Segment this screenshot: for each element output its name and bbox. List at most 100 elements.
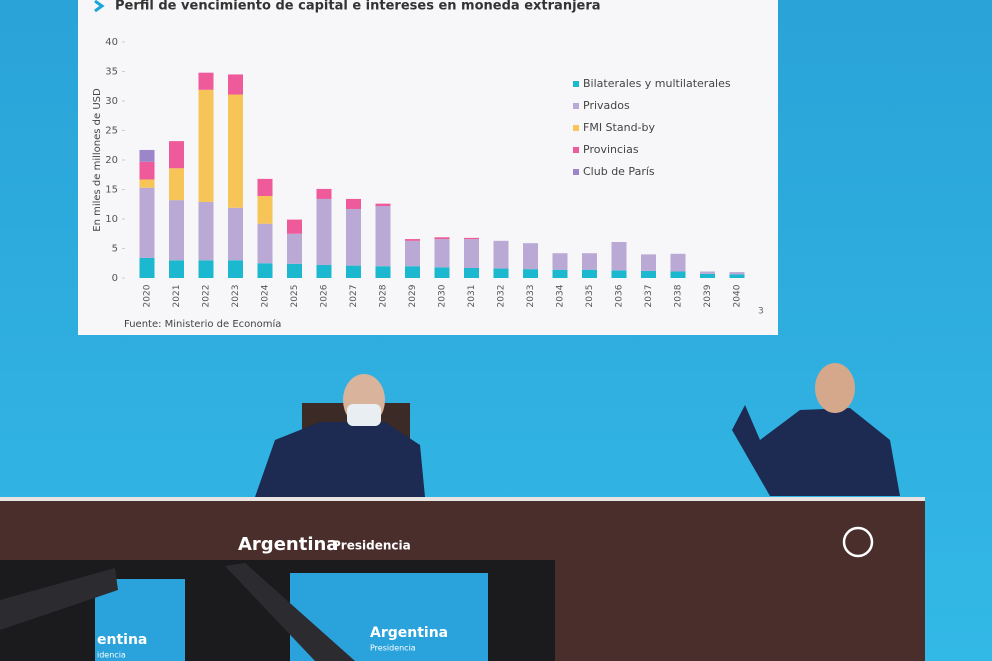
bar-segment	[464, 267, 479, 278]
x-tick-label: 2033	[526, 285, 536, 308]
bar-segment	[169, 141, 184, 169]
bar-segment	[287, 233, 302, 264]
desk-brand: Argentina	[238, 534, 338, 555]
bar-segment	[169, 168, 184, 201]
bar-segment	[405, 266, 420, 278]
legend-swatch	[573, 147, 579, 153]
logo-icon	[842, 526, 874, 558]
bar-segment	[316, 188, 332, 199]
page-number: 3	[758, 307, 764, 317]
y-tick-label: 25	[105, 126, 118, 137]
bar-segment	[257, 223, 273, 264]
person-suit	[732, 405, 900, 496]
bar-segment	[405, 240, 420, 267]
bar-segment	[611, 270, 627, 278]
bar-segment	[670, 253, 686, 272]
desk-sub: Presidencia	[332, 539, 411, 553]
bar-segment	[257, 263, 273, 278]
bar-segment	[198, 260, 214, 278]
bar-segment	[139, 179, 155, 188]
y-tick-label: 40	[105, 37, 118, 48]
bar-segment	[434, 239, 450, 268]
bar-segment	[169, 200, 184, 261]
bar-segment	[464, 239, 479, 268]
bar-segment	[346, 198, 361, 209]
bar-segment	[523, 243, 538, 270]
bar-segment	[169, 260, 184, 278]
bar-segment	[434, 267, 450, 278]
bar-segment	[287, 219, 302, 234]
x-tick-label: 2036	[615, 284, 625, 307]
x-tick-label: 2040	[733, 284, 743, 307]
slide	[78, 0, 778, 335]
bar-segment	[198, 89, 214, 202]
bar-segment	[729, 274, 745, 278]
bar-segment	[375, 206, 391, 267]
x-tick-label: 2039	[703, 284, 713, 307]
bar-segment	[257, 195, 273, 224]
bar-segment	[582, 269, 597, 278]
bar-segment	[493, 268, 509, 278]
bar-segment	[198, 201, 214, 261]
bar-segment	[523, 269, 538, 278]
desk-edge	[0, 497, 925, 501]
bar-segment	[641, 270, 656, 278]
x-tick-label: 2029	[408, 284, 418, 307]
x-tick-label: 2027	[349, 285, 359, 308]
bar-segment	[346, 265, 361, 278]
bar-segment	[700, 273, 715, 278]
sign-sub: Presidencia	[370, 644, 416, 653]
legend-swatch	[573, 81, 579, 87]
bar-segment	[139, 149, 155, 162]
bar-segment	[375, 266, 391, 278]
bar-segment	[346, 208, 361, 266]
bar-segment	[228, 207, 243, 261]
bar-segment	[611, 242, 627, 271]
x-tick-label: 2021	[172, 285, 182, 308]
bar-segment	[139, 257, 155, 278]
chart-title: Perfil de vencimiento de capital e inter…	[115, 0, 601, 14]
x-tick-label: 2032	[497, 285, 507, 308]
bar-segment	[700, 271, 715, 274]
bar-segment	[316, 198, 332, 266]
legend-label: FMI Stand-by	[583, 121, 656, 134]
x-tick-label: 2037	[644, 285, 654, 308]
bar-segment	[375, 203, 391, 207]
y-axis-label: En miles de millones de USD	[92, 88, 103, 232]
face-mask	[347, 404, 381, 426]
person-suit	[255, 422, 425, 497]
y-tick-label: 0	[112, 273, 118, 284]
y-tick-label: 35	[105, 67, 118, 78]
x-tick-label: 2026	[320, 284, 330, 307]
bar-segment	[552, 269, 568, 278]
y-tick-label: 15	[105, 185, 118, 196]
legend-swatch	[573, 103, 579, 109]
x-tick-label: 2030	[438, 284, 448, 307]
source-note: Fuente: Ministerio de Economía	[124, 318, 281, 330]
bar-segment	[434, 237, 450, 240]
x-tick-label: 2024	[261, 284, 271, 307]
bar-segment	[228, 74, 243, 95]
bar-segment	[405, 239, 420, 241]
bar-segment	[139, 161, 155, 180]
x-tick-label: 2031	[467, 285, 477, 308]
bar-segment	[198, 72, 214, 90]
chevron	[94, 0, 105, 13]
bar-segment	[493, 240, 509, 269]
legend-label: Provincias	[583, 143, 639, 156]
x-tick-label: 2022	[202, 285, 212, 308]
y-tick-label: 20	[105, 155, 118, 166]
legend-swatch	[573, 169, 579, 175]
x-tick-label: 2035	[585, 285, 595, 308]
sign-sub: idencia	[97, 651, 126, 660]
bar-segment	[287, 263, 302, 278]
legend-swatch	[573, 125, 579, 131]
x-tick-label: 2028	[379, 284, 389, 307]
x-tick-label: 2025	[290, 285, 300, 308]
x-tick-label: 2020	[143, 284, 153, 307]
bar-segment	[139, 187, 155, 258]
bar-segment	[464, 237, 479, 240]
bar-segment	[228, 94, 243, 208]
